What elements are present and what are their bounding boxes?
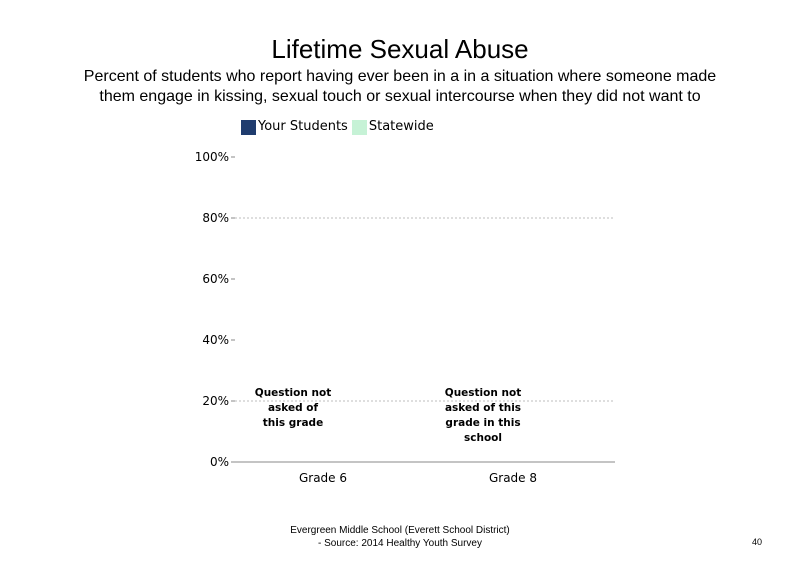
legend-label-your-students: Your Students xyxy=(258,119,348,134)
y-tick-label: 40% xyxy=(202,333,229,347)
y-tick-label: 100% xyxy=(195,150,229,164)
annotation-line: asked of this xyxy=(445,402,521,414)
annotation-line: school xyxy=(464,432,502,444)
legend-swatch-statewide xyxy=(351,119,367,135)
y-tick-label: 0% xyxy=(210,455,229,469)
y-tick-label: 60% xyxy=(202,272,229,286)
footer: Evergreen Middle School (Everett School … xyxy=(0,524,800,550)
chart-title: Lifetime Sexual Abuse xyxy=(271,34,529,64)
chart-subtitle: Percent of students who report having ev… xyxy=(83,68,717,105)
legend: Your Students Statewide xyxy=(241,118,438,136)
legend-item-statewide: Statewide xyxy=(351,118,434,136)
annotation-not-asked: Question not asked of this grade xyxy=(255,387,331,429)
footer-school: Evergreen Middle School (Everett School … xyxy=(290,525,510,536)
annotation-line: asked of xyxy=(268,402,319,414)
annotation-line: Question not xyxy=(445,387,521,399)
legend-swatch-your-students xyxy=(241,119,256,135)
annotation-line: this grade xyxy=(263,417,323,429)
y-tick-label: 20% xyxy=(202,394,229,408)
y-tick-label: 80% xyxy=(202,211,229,225)
annotation-not-asked: Question not asked of this grade in this sc… xyxy=(445,387,521,444)
footer-source: - Source: 2014 Healthy Youth Survey xyxy=(318,538,482,549)
page-number: 40 xyxy=(752,537,763,547)
legend-item-your-students: Your Students xyxy=(241,118,348,136)
x-tick-label: Grade 8 xyxy=(489,471,537,485)
x-tick-label: Grade 6 xyxy=(299,471,347,485)
annotation-line: Question not xyxy=(255,387,331,399)
annotation-line: grade in this xyxy=(445,417,520,429)
legend-label-statewide: Statewide xyxy=(368,119,434,134)
